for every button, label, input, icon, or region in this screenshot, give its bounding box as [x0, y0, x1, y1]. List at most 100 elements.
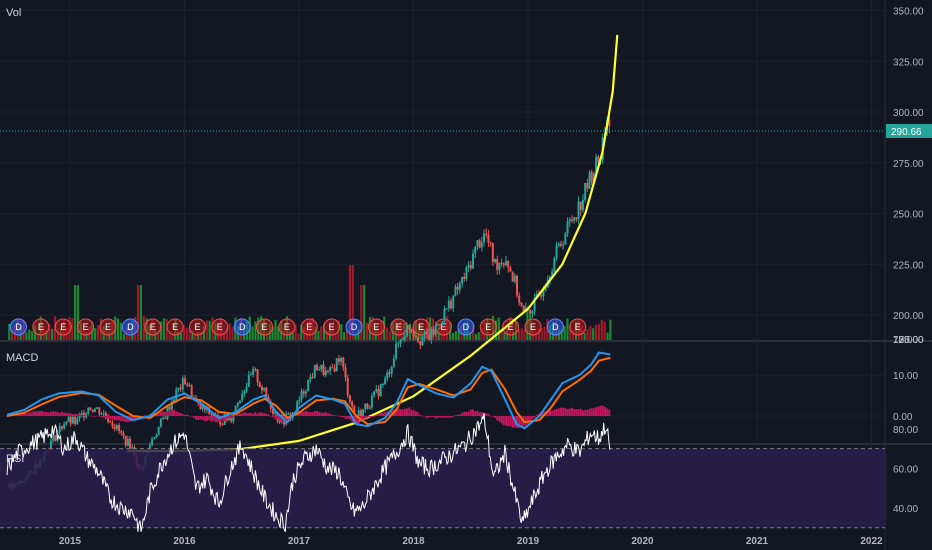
candle-up — [373, 391, 376, 396]
macd-histogram-bar — [335, 415, 338, 417]
candle-up — [465, 267, 468, 279]
marker-circle — [457, 318, 475, 336]
candle-up — [555, 245, 558, 259]
macd-histogram-bar — [379, 413, 382, 416]
volume-bar — [300, 324, 303, 340]
macd-histogram-bar — [575, 409, 578, 416]
volume-bar — [325, 331, 329, 340]
macd-histogram-bar — [570, 407, 573, 416]
candle-up — [467, 265, 470, 268]
macd-histogram-bar — [509, 416, 512, 427]
macd-histogram-bar — [190, 416, 193, 417]
volume-bar — [288, 331, 291, 340]
marker-circle — [278, 318, 296, 336]
volume-bar — [586, 328, 589, 340]
candle-down — [302, 391, 305, 394]
candle-up — [228, 416, 231, 421]
candle-up — [498, 262, 501, 270]
macd-histogram-bar — [443, 416, 446, 418]
candle-up — [386, 372, 389, 379]
macd-histogram-bar — [234, 415, 237, 416]
candle-down — [425, 331, 428, 335]
candle-down — [511, 271, 514, 282]
macd-histogram-bar — [188, 415, 191, 417]
macd-histogram-bar — [542, 412, 545, 416]
macd-histogram-bar — [447, 416, 450, 418]
marker-circle — [367, 318, 385, 336]
volume-bar — [334, 333, 337, 340]
macd-histogram-bar — [577, 409, 580, 416]
macd-histogram-bar — [439, 416, 442, 418]
volume-bar — [228, 323, 231, 340]
macd-histogram-bar — [228, 416, 231, 419]
macd-histogram-bar — [133, 416, 136, 420]
marker-label: E — [105, 322, 111, 332]
macd-histogram-bar — [531, 416, 534, 420]
candle-up — [151, 439, 154, 446]
macd-histogram-bar — [23, 412, 26, 416]
candle-down — [89, 407, 92, 410]
macd-histogram-bar — [419, 414, 422, 416]
candle-up — [399, 339, 402, 344]
macd-histogram-bar — [313, 411, 316, 416]
candle-down — [487, 235, 490, 243]
candle-down — [260, 386, 263, 391]
volume-bar — [96, 325, 100, 340]
volume-bar — [340, 324, 343, 340]
macd-histogram-bar — [60, 411, 63, 416]
candle-down — [489, 242, 492, 244]
macd-histogram-bar — [423, 416, 426, 417]
candle-down — [540, 295, 543, 297]
macd-histogram-bar — [564, 407, 567, 416]
candle-up — [245, 386, 248, 392]
price-tick-label: 150.00 — [893, 335, 924, 346]
macd-histogram-bar — [364, 416, 367, 420]
candle-up — [329, 367, 332, 372]
macd-histogram-bar — [276, 416, 279, 420]
macd-histogram-bar — [436, 416, 439, 418]
macd-histogram-bar — [588, 408, 591, 416]
candle-up — [78, 415, 81, 419]
macd-histogram-bar — [474, 411, 477, 416]
macd-histogram-bar — [225, 416, 228, 420]
marker-circle — [77, 318, 95, 336]
candle-up — [318, 369, 321, 371]
earnings-marker: E — [502, 318, 520, 336]
candle-down — [522, 305, 525, 312]
macd-histogram-bar — [67, 413, 70, 416]
macd-histogram-bar — [208, 416, 211, 421]
volume-bar — [297, 333, 300, 340]
earnings-marker: E — [188, 318, 206, 336]
macd-histogram-bar — [131, 416, 134, 422]
macd-histogram-bar — [177, 412, 180, 416]
macd-histogram-bar — [181, 413, 184, 416]
macd-histogram-bar — [511, 416, 514, 428]
earnings-marker: E — [524, 318, 542, 336]
macd-histogram-bar — [230, 416, 233, 419]
volume-bar — [560, 329, 563, 340]
volume-bar — [162, 318, 165, 340]
candle-down — [331, 367, 334, 369]
macd-histogram-bar — [102, 416, 105, 418]
candle-down — [351, 401, 354, 407]
volume-bar — [609, 319, 612, 340]
macd-histogram-bar — [199, 416, 202, 420]
candle-up — [170, 401, 173, 410]
volume-bar — [360, 285, 363, 340]
macd-histogram-bar — [428, 416, 431, 418]
macd-histogram-bar — [555, 408, 558, 416]
candle-up — [173, 399, 176, 402]
macd-histogram-bar — [500, 416, 503, 424]
volume-bar — [388, 331, 392, 340]
macd-histogram-bar — [533, 416, 536, 418]
macd-histogram-bar — [16, 414, 19, 416]
macd-histogram-bar — [410, 409, 413, 416]
macd-histogram-bar — [487, 413, 490, 416]
candle-up — [368, 407, 371, 409]
marker-label: E — [83, 322, 89, 332]
macd-histogram-bar — [401, 409, 404, 416]
macd-histogram-bar — [122, 416, 125, 422]
volume-bar — [457, 328, 460, 340]
